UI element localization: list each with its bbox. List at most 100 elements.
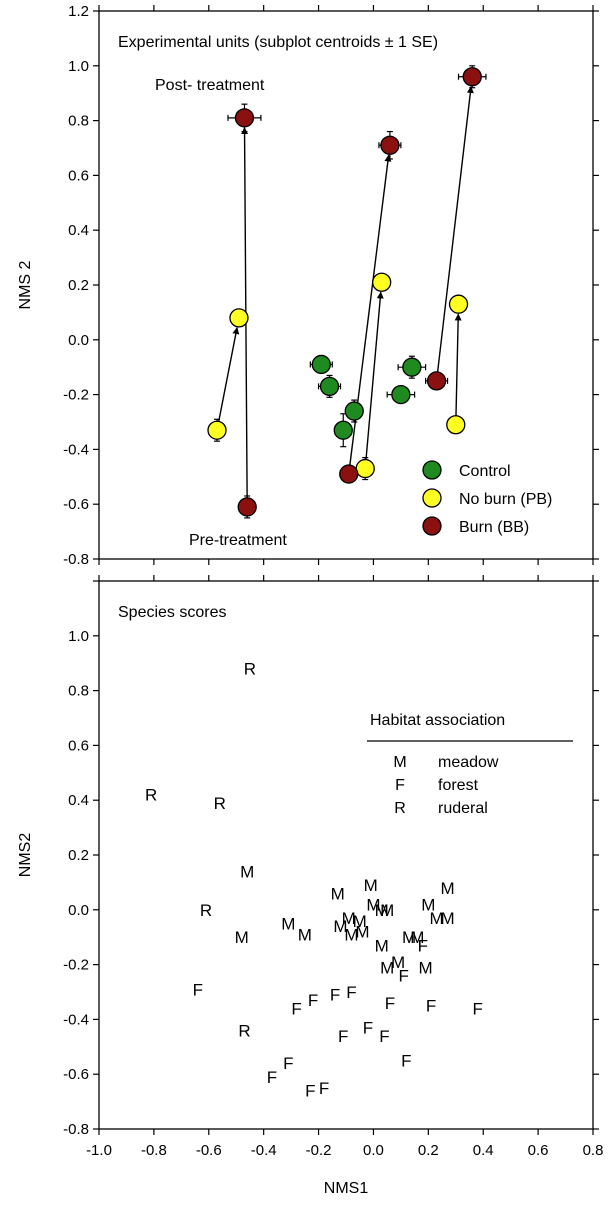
species-score-f: F	[401, 1052, 411, 1071]
y-tick-label: 0.2	[68, 277, 89, 294]
species-score-m: M	[402, 928, 416, 947]
species-score-m: M	[333, 917, 347, 936]
y-tick-label: -0.4	[63, 1011, 89, 1028]
species-score-m: M	[380, 901, 394, 920]
species-score-f: F	[267, 1068, 277, 1087]
point-no-burn-pb	[448, 294, 469, 314]
species-score-f: F	[346, 983, 356, 1002]
species-score-r: R	[145, 786, 157, 805]
species-score-f: F	[385, 994, 395, 1013]
point-no-burn-pb	[207, 420, 227, 440]
species-score-f: F	[379, 1027, 389, 1046]
species-score-m: M	[331, 884, 345, 903]
x-tick-label: 0.2	[418, 1142, 439, 1159]
panel-experimental-units: -0.8 -0.6 -0.4 -0.2 0.0 0.2 0.4 0.6 0.8 1.0 1.2 NMS…	[17, 3, 599, 568]
y-tick-label: 0.6	[68, 167, 89, 184]
point-no-burn-pb	[446, 415, 466, 435]
x-axis-title: NMS1	[324, 1180, 369, 1197]
y-tick-label: 0.8	[68, 683, 89, 700]
point-control	[391, 384, 411, 405]
species-score-m: M	[410, 928, 424, 947]
legend-label: ruderal	[438, 800, 488, 817]
legend-label: Control	[459, 463, 511, 480]
species-score-f: F	[330, 986, 340, 1005]
point-no-burn-pb	[372, 272, 392, 292]
species-score-f: F	[305, 1082, 315, 1101]
y-tick-label: -0.2	[63, 387, 89, 404]
legend-code: F	[395, 777, 405, 794]
y-axis-title: NMS2	[17, 833, 34, 878]
panel-species-scores: -0.8 -0.6 -0.4 -0.2 0.0 0.2 0.4 0.6 0.8 1.0 -1.0 -0…	[17, 575, 603, 1197]
x-tick-label: -0.4	[251, 1142, 277, 1159]
legend-label: meadow	[438, 754, 499, 771]
species-score-m: M	[375, 936, 389, 955]
species-score-m: M	[366, 895, 380, 914]
y-tick-label: 0.0	[68, 332, 89, 349]
y-tick-label: 1.2	[68, 3, 89, 20]
legend-label: No burn (PB)	[459, 491, 552, 508]
treatment-arrow	[436, 85, 474, 373]
y-tick-label: 0.4	[68, 792, 89, 809]
annotation-post-treatment: Post- treatment	[155, 77, 265, 94]
point-burn-bb	[462, 67, 482, 87]
point-control	[344, 401, 364, 421]
species-score-f: F	[291, 999, 301, 1018]
species-score-r: R	[214, 794, 226, 813]
y-tick-label: -0.4	[63, 441, 89, 458]
y-tick-label: 0.0	[68, 902, 89, 919]
x-tick-label: 0.4	[473, 1142, 494, 1159]
x-tick-label: -1.0	[86, 1142, 112, 1159]
legend-marker	[422, 488, 442, 508]
species-score-m: M	[353, 912, 367, 931]
species-score-f: F	[283, 1054, 293, 1073]
y-tick-label: -0.2	[63, 957, 89, 974]
species-score-m: M	[281, 915, 295, 934]
species-score-m: M	[440, 879, 454, 898]
species-score-m: M	[298, 925, 312, 944]
point-control	[319, 376, 340, 397]
y-tick-label: 1.0	[68, 628, 89, 645]
x-tick-label: -0.8	[141, 1142, 167, 1159]
plot-frame	[98, 580, 594, 1130]
species-score-m: M	[235, 928, 249, 947]
x-tick-label: -0.6	[196, 1142, 222, 1159]
point-burn-bb	[237, 497, 257, 517]
point-no-burn-pb	[355, 458, 375, 479]
species-score-m: M	[364, 876, 378, 895]
species-score-f: F	[363, 1019, 373, 1038]
species-score-f: F	[308, 991, 318, 1010]
species-score-m: M	[355, 923, 369, 942]
species-score-f: F	[418, 936, 428, 955]
species-score-r: R	[200, 901, 212, 920]
species-score-m: M	[419, 958, 433, 977]
y-tick-label: -0.6	[63, 496, 89, 513]
annotation-pre-treatment: Pre-treatment	[189, 532, 287, 549]
point-burn-bb	[426, 371, 447, 391]
x-tick-label: -0.2	[306, 1142, 332, 1159]
legend-code: R	[394, 800, 406, 817]
species-score-r: R	[244, 660, 256, 679]
species-score-m: M	[240, 862, 254, 881]
legend-marker	[422, 516, 442, 536]
species-score-m: M	[421, 895, 435, 914]
legend-code: M	[393, 754, 406, 771]
species-score-m: M	[440, 909, 454, 928]
y-tick-label: 1.0	[68, 58, 89, 75]
species-score-m: M	[429, 909, 443, 928]
species-score-f: F	[473, 999, 483, 1018]
x-tick-label: 0.6	[528, 1142, 549, 1159]
point-burn-bb	[234, 108, 255, 128]
x-tick-label: 0.0	[363, 1142, 384, 1159]
point-control	[402, 357, 422, 377]
point-burn-bb	[380, 135, 400, 155]
panel-title: Species scores	[118, 604, 227, 621]
point-control	[311, 354, 331, 375]
species-score-m: M	[391, 953, 405, 972]
species-score-f: F	[338, 1027, 348, 1046]
y-tick-label: -0.8	[63, 551, 89, 568]
y-tick-label: 0.8	[68, 113, 89, 130]
species-score-m: M	[342, 909, 356, 928]
legend-marker	[422, 460, 442, 480]
y-tick-label: 0.2	[68, 847, 89, 864]
